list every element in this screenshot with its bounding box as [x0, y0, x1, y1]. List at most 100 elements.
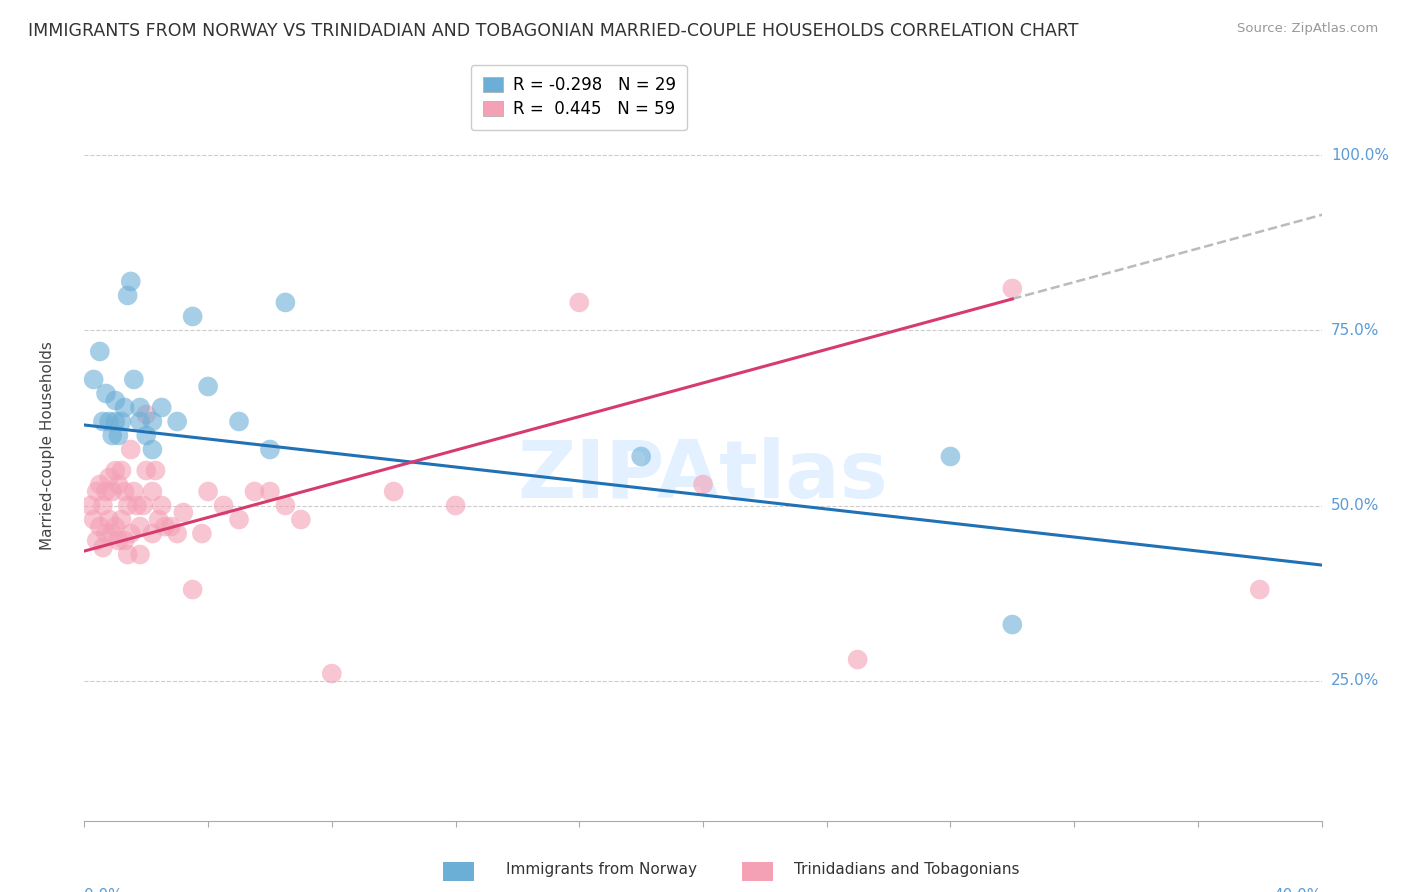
Point [107, 477, 129, 491]
Point [141, 415, 163, 429]
Point [120, 442, 142, 457]
Point [135, 463, 157, 477]
Point [83, 372, 105, 386]
Point [83, 512, 105, 526]
Point [110, 463, 132, 477]
Point [117, 288, 139, 302]
Point [91, 541, 114, 555]
Point [160, 519, 183, 533]
Point [1249, 582, 1271, 597]
Point [181, 310, 204, 324]
Point [132, 499, 155, 513]
Point [110, 415, 132, 429]
Point [129, 519, 152, 533]
Text: Trinidadians and Tobagonians: Trinidadians and Tobagonians [794, 863, 1019, 877]
Point [114, 533, 136, 548]
Point [122, 372, 145, 386]
Point [129, 415, 152, 429]
Point [86, 533, 108, 548]
Point [290, 512, 312, 526]
Point [91, 499, 114, 513]
Point [110, 512, 132, 526]
Point [129, 401, 152, 415]
Text: 75.0%: 75.0% [1331, 323, 1379, 338]
Text: 40.0%: 40.0% [1274, 888, 1322, 892]
Text: IMMIGRANTS FROM NORWAY VS TRINIDADIAN AND TOBAGONIAN MARRIED-COUPLE HOUSEHOLDS C: IMMIGRANTS FROM NORWAY VS TRINIDADIAN AN… [28, 22, 1078, 40]
Point [630, 450, 652, 464]
Point [94, 526, 117, 541]
Point [568, 295, 591, 310]
Text: Source: ZipAtlas.com: Source: ZipAtlas.com [1237, 22, 1378, 36]
Point [382, 484, 405, 499]
Point [141, 526, 163, 541]
Point [1001, 617, 1024, 632]
Point [98, 415, 121, 429]
Point [181, 582, 204, 597]
Text: 50.0%: 50.0% [1331, 498, 1379, 513]
Point [148, 512, 170, 526]
Point [212, 499, 235, 513]
Text: 25.0%: 25.0% [1331, 673, 1379, 688]
Point [692, 477, 714, 491]
Point [939, 450, 962, 464]
Point [259, 484, 281, 499]
Point [274, 295, 297, 310]
Point [153, 519, 176, 533]
Point [122, 484, 145, 499]
Point [274, 499, 297, 513]
Point [135, 428, 157, 442]
Point [114, 401, 136, 415]
Point [191, 526, 214, 541]
Point [145, 463, 167, 477]
Point [259, 442, 281, 457]
Point [104, 415, 127, 429]
Point [98, 470, 121, 484]
Legend: R = -0.298   N = 29, R =  0.445   N = 59: R = -0.298 N = 29, R = 0.445 N = 59 [471, 65, 688, 130]
Point [166, 526, 188, 541]
Point [98, 512, 121, 526]
Point [86, 484, 108, 499]
Point [228, 415, 250, 429]
Point [91, 415, 114, 429]
Point [846, 652, 869, 666]
Point [94, 386, 117, 401]
Point [101, 484, 124, 499]
Text: ZIPAtlas: ZIPAtlas [517, 437, 889, 515]
Point [94, 484, 117, 499]
Point [101, 526, 124, 541]
Point [101, 428, 124, 442]
Point [197, 379, 219, 393]
Point [117, 499, 139, 513]
Point [114, 484, 136, 499]
Point [166, 415, 188, 429]
Point [228, 512, 250, 526]
Point [89, 477, 111, 491]
Point [197, 484, 219, 499]
Point [135, 408, 157, 422]
Text: 0.0%: 0.0% [84, 888, 124, 892]
Point [120, 275, 142, 289]
Point [172, 506, 194, 520]
Point [1001, 281, 1024, 295]
Point [150, 401, 173, 415]
Point [243, 484, 266, 499]
Point [129, 548, 152, 562]
Point [150, 499, 173, 513]
Point [120, 526, 142, 541]
Point [125, 499, 148, 513]
Text: Immigrants from Norway: Immigrants from Norway [506, 863, 697, 877]
Point [117, 548, 139, 562]
Point [104, 463, 127, 477]
Point [79, 499, 101, 513]
Point [89, 519, 111, 533]
Point [104, 519, 127, 533]
Point [89, 344, 111, 359]
Point [107, 533, 129, 548]
Point [141, 442, 163, 457]
Text: Married-couple Households: Married-couple Households [39, 342, 55, 550]
Point [104, 393, 127, 408]
Point [141, 484, 163, 499]
Point [107, 428, 129, 442]
Text: 100.0%: 100.0% [1331, 148, 1389, 163]
Point [444, 499, 467, 513]
